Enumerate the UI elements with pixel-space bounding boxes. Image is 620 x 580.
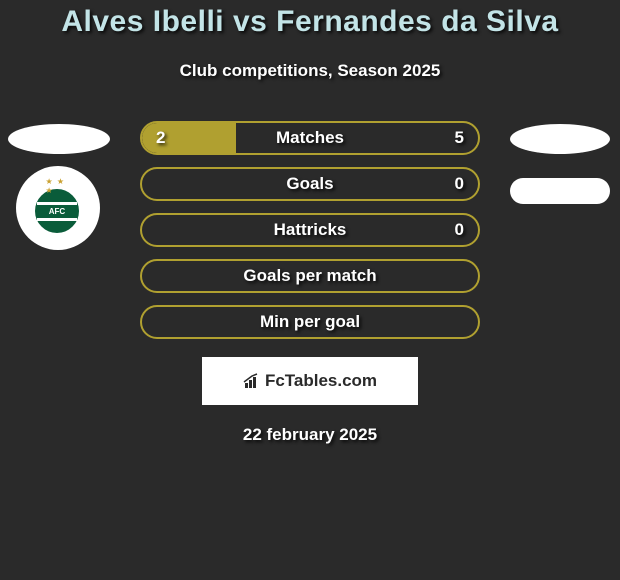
page-title: Alves Ibelli vs Fernandes da Silva — [0, 5, 620, 39]
stat-bars: 2 Matches 5 Goals 0 Hattricks 0 Goals pe… — [140, 121, 480, 339]
shield-stripe-bottom — [37, 218, 77, 221]
stat-label: Goals per match — [243, 266, 376, 286]
stats-area: ★ ★ ★ AFC 2 Matches 5 — [0, 121, 620, 445]
player-left-club-badge: ★ ★ ★ AFC — [16, 166, 100, 250]
club-badge-inner: ★ ★ ★ AFC — [33, 179, 83, 237]
page-subtitle: Club competitions, Season 2025 — [0, 61, 620, 81]
stat-value-right: 0 — [455, 220, 464, 240]
date-text: 22 february 2025 — [0, 425, 620, 445]
stat-label: Goals — [286, 174, 333, 194]
player-left-avatar — [8, 124, 110, 154]
stat-bar-goals-per-match: Goals per match — [140, 259, 480, 293]
stat-bar-min-per-goal: Min per goal — [140, 305, 480, 339]
stat-bar-goals: Goals 0 — [140, 167, 480, 201]
club-shield-text: AFC — [49, 207, 65, 216]
right-player-column — [510, 124, 610, 204]
brand-badge[interactable]: FcTables.com — [202, 357, 418, 405]
player-right-club-badge — [510, 178, 610, 204]
stat-label: Min per goal — [260, 312, 360, 332]
stat-value-right: 5 — [455, 128, 464, 148]
stat-value-left: 2 — [156, 128, 165, 148]
stat-bar-hattricks: Hattricks 0 — [140, 213, 480, 247]
stat-bar-matches: 2 Matches 5 — [140, 121, 480, 155]
brand-text: FcTables.com — [265, 371, 377, 391]
stat-label: Matches — [276, 128, 344, 148]
stat-value-right: 0 — [455, 174, 464, 194]
main-container: Alves Ibelli vs Fernandes da Silva Club … — [0, 0, 620, 445]
stat-label: Hattricks — [274, 220, 347, 240]
shield-stripe-top — [37, 202, 77, 205]
player-right-avatar — [510, 124, 610, 154]
club-stars-icon: ★ ★ ★ — [46, 177, 71, 195]
left-player-column: ★ ★ ★ AFC — [8, 124, 110, 250]
chart-icon — [243, 373, 261, 389]
